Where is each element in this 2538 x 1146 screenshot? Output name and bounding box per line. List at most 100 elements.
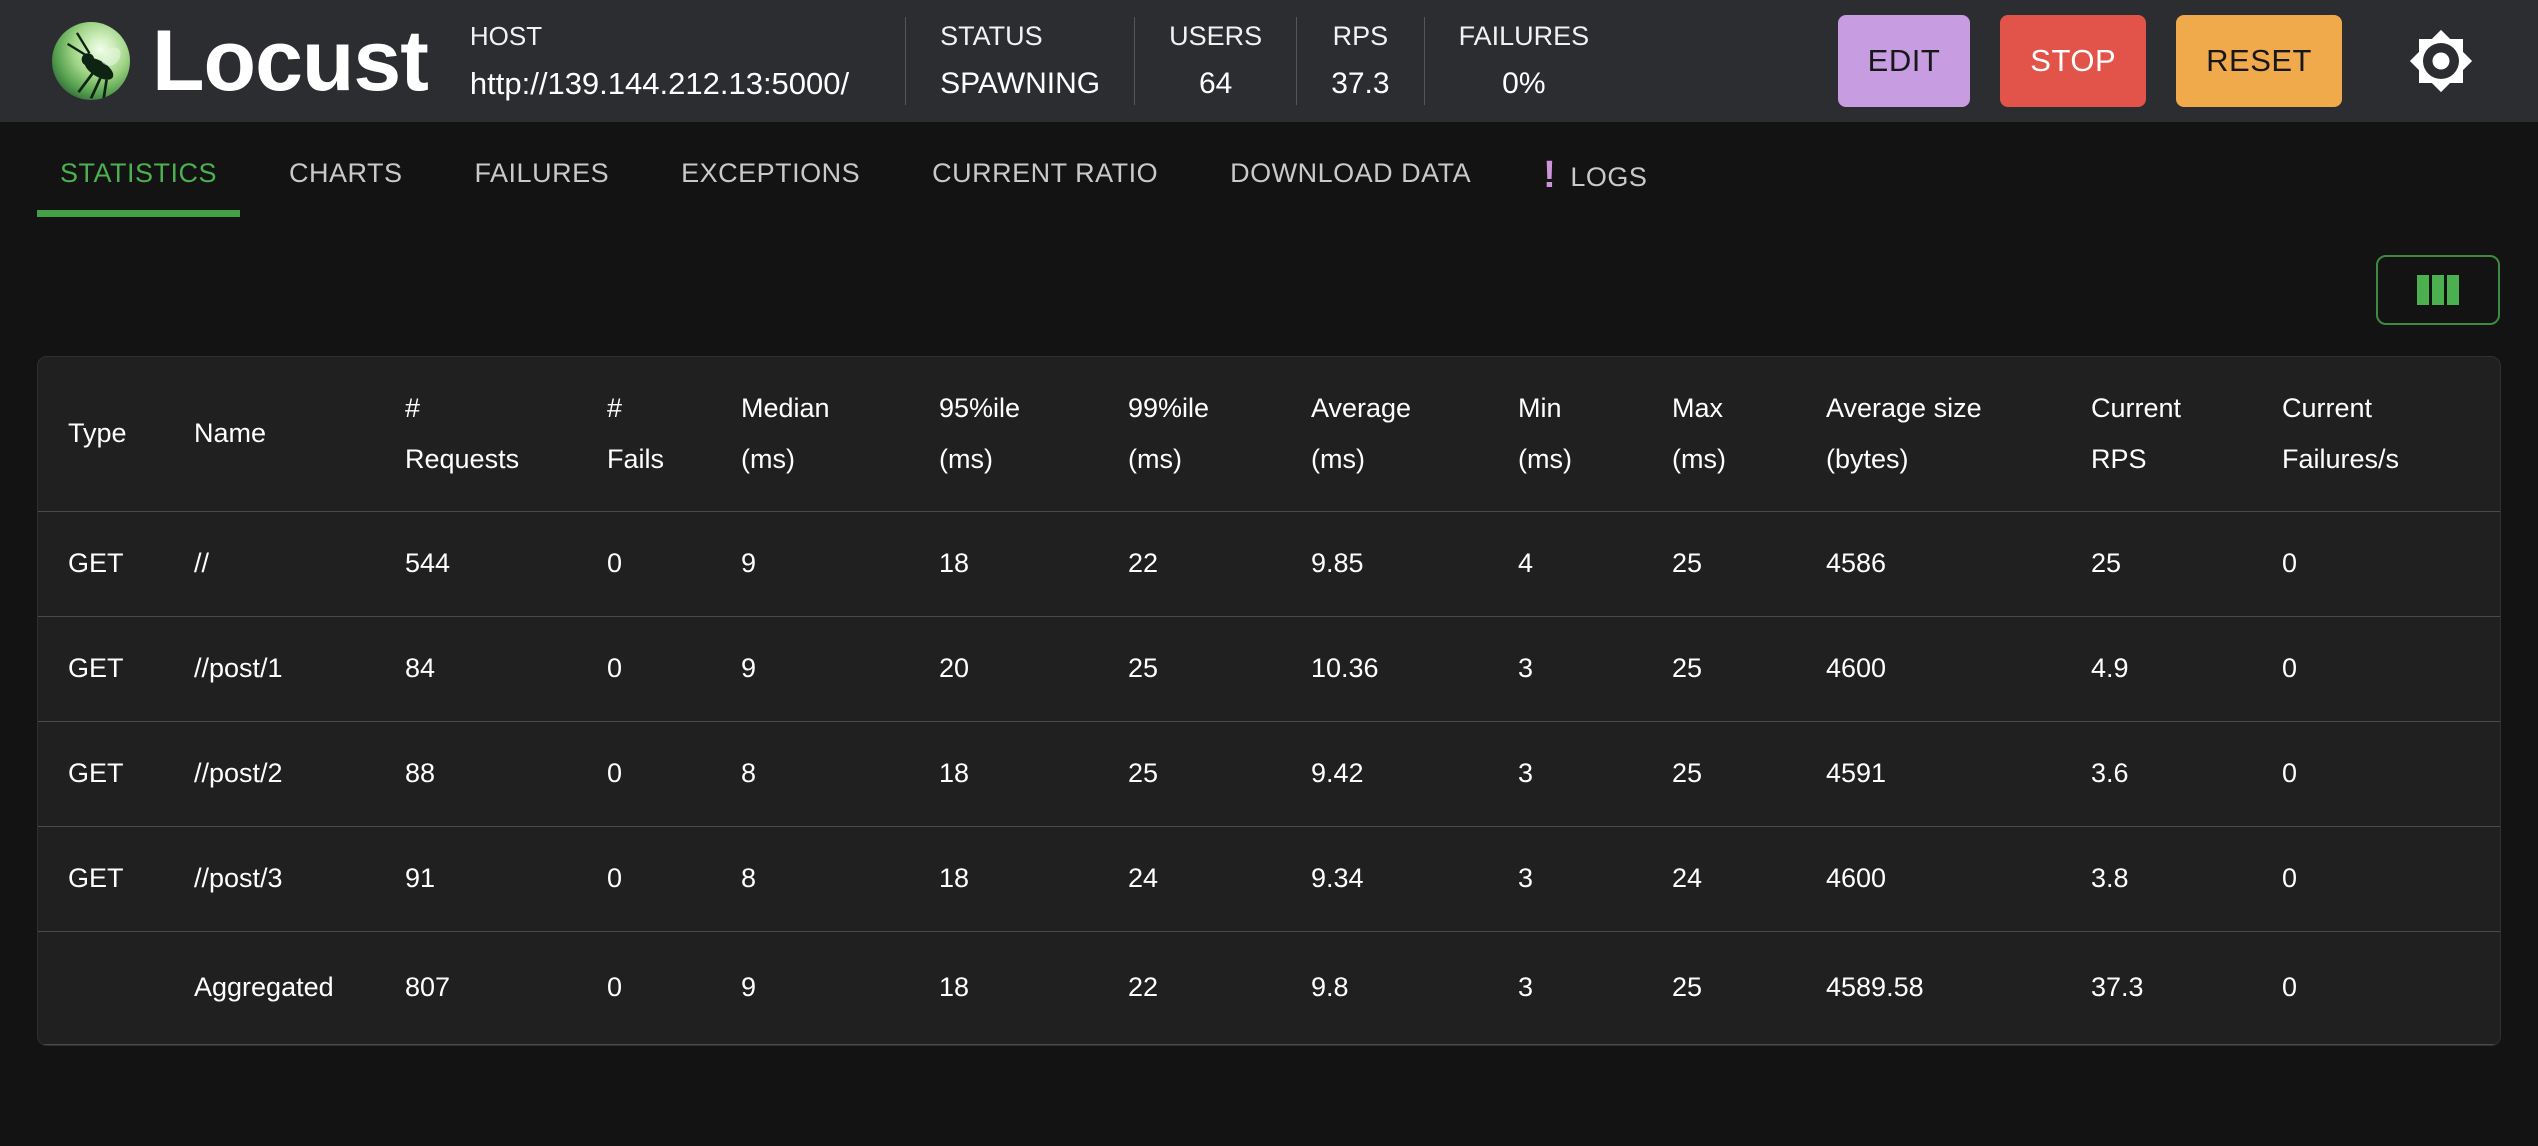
reset-button[interactable]: RESET	[2176, 15, 2342, 107]
table-cell: 9.8	[1311, 931, 1518, 1045]
app-title: Locust	[152, 13, 429, 109]
table-cell: 9.42	[1311, 721, 1518, 827]
tab-label: CURRENT RATIO	[932, 158, 1159, 188]
locust-insect-icon	[66, 32, 121, 100]
table-cell: //post/3	[194, 826, 405, 932]
table-cell: Aggregated	[194, 931, 405, 1045]
column-header-99-ile-ms[interactable]: 99%ile (ms)	[1128, 357, 1311, 512]
stat-value: 37.3	[1331, 67, 1390, 100]
table-cell: 3	[1518, 721, 1672, 827]
column-header-text: Average (ms)	[1311, 392, 1412, 474]
stat-value: SPAWNING	[940, 67, 1101, 100]
tab-label: LOGS	[1570, 161, 1648, 192]
app-header: Locust HOST http://139.144.212.13:5000/ …	[0, 0, 2538, 122]
host-info: HOST http://139.144.212.13:5000/	[470, 21, 849, 102]
table-cell: 807	[405, 931, 607, 1045]
tab-label: DOWNLOAD DATA	[1230, 158, 1472, 188]
table-cell: 24	[1128, 826, 1311, 932]
column-selector-button[interactable]	[2376, 255, 2500, 325]
tab-logs[interactable]: ! LOGS	[1520, 152, 1670, 224]
table-cell: 0	[607, 931, 741, 1045]
column-header-requests[interactable]: # Requests	[405, 357, 607, 512]
table-toolbar	[0, 224, 2538, 356]
column-header-current-failures-s[interactable]: Current Failures/s	[2282, 357, 2500, 512]
column-header-name[interactable]: Name	[194, 357, 405, 512]
columns-icon	[2417, 275, 2459, 305]
table-cell: 91	[405, 826, 607, 932]
table-cell: 4586	[1826, 511, 2091, 617]
column-header-text: 99%ile (ms)	[1128, 392, 1210, 474]
table-cell: 25	[1672, 721, 1826, 827]
column-header-current-rps[interactable]: Current RPS	[2091, 357, 2282, 512]
column-header-text: Name	[194, 418, 267, 449]
table-cell: 18	[939, 721, 1128, 827]
table-row: GET//post/2 88 0 8 18 25 9.42 3 25 4591 3.6 0	[38, 721, 2500, 827]
table-row: GET//544 0 9 18 22 9.85 4 25 4586 25 0	[38, 511, 2500, 617]
table-cell: 3	[1518, 616, 1672, 722]
tab-charts[interactable]: CHARTS	[266, 152, 426, 217]
table-cell: 9	[741, 511, 939, 617]
column-header-text: Current RPS	[2091, 392, 2182, 474]
tab-label: CHARTS	[289, 158, 403, 188]
tab-label: EXCEPTIONS	[681, 158, 861, 188]
table-cell: 4	[1518, 511, 1672, 617]
table-cell: 0	[2282, 616, 2500, 722]
column-header-median-ms[interactable]: Median (ms)	[741, 357, 939, 512]
table-cell: 544	[405, 511, 607, 617]
table-cell: GET	[38, 511, 194, 617]
stat-label: FAILURES	[1458, 21, 1590, 51]
tab-failures[interactable]: FAILURES	[452, 152, 633, 217]
stat-label: USERS	[1169, 21, 1263, 51]
column-header-min-ms[interactable]: Min (ms)	[1518, 357, 1672, 512]
tab-exceptions[interactable]: EXCEPTIONS	[658, 152, 883, 217]
gear-icon	[2404, 24, 2478, 98]
table-cell: 0	[607, 511, 741, 617]
column-header-fails[interactable]: # Fails	[607, 357, 741, 512]
table-cell: //post/1	[194, 616, 405, 722]
table-cell: 25	[1128, 616, 1311, 722]
host-label: HOST	[469, 20, 543, 51]
stat-label: RPS	[1332, 21, 1389, 51]
statistics-table: Type Name # Requests # Fails Median (ms) 95%ile(…	[38, 357, 2500, 1045]
stat-value: 0%	[1502, 67, 1546, 100]
column-header-average-ms[interactable]: Average (ms)	[1311, 357, 1518, 512]
table-cell: 4591	[1826, 721, 2091, 827]
tab-current-ratio[interactable]: CURRENT RATIO	[909, 152, 1181, 217]
stop-button[interactable]: STOP	[2000, 15, 2147, 107]
table-cell: 9	[741, 931, 939, 1045]
column-header-95-ile-ms[interactable]: 95%ile (ms)	[939, 357, 1128, 512]
table-cell: 0	[2282, 511, 2500, 617]
table-cell: 4589.58	[1826, 931, 2091, 1045]
table-cell: 88	[405, 721, 607, 827]
table-cell: 9	[741, 616, 939, 722]
tab-bar: STATISTICS CHARTS FAILURES EXCEPTIONS CURREN…	[0, 122, 2538, 224]
active-tab-underline	[37, 210, 241, 217]
tab-download-data[interactable]: DOWNLOAD DATA	[1207, 152, 1494, 217]
column-header-text: Average size (bytes)	[1826, 392, 1982, 474]
header-stats: STATUS SPAWNING USERS 64 RPS 37.3 FAILURES 0%	[905, 15, 1623, 107]
column-header-average-size-bytes[interactable]: Average size (bytes)	[1826, 357, 2091, 512]
table-cell: //	[194, 511, 405, 617]
column-header-text: # Fails	[607, 392, 665, 474]
column-header-max-ms[interactable]: Max (ms)	[1672, 357, 1826, 512]
column-header-type[interactable]: Type	[38, 357, 194, 512]
stat-rps: RPS 37.3	[1296, 17, 1423, 105]
table-cell: 9.85	[1311, 511, 1518, 617]
table-cell: 0	[607, 826, 741, 932]
locust-logo[interactable]	[52, 22, 130, 100]
table-cell: 3.8	[2091, 826, 2282, 932]
table-cell	[38, 931, 194, 1045]
table-cell: //post/2	[194, 721, 405, 827]
table-cell: 25	[2091, 511, 2282, 617]
table-cell: GET	[38, 721, 194, 827]
table-cell: 4.9	[2091, 616, 2282, 722]
table-cell: 25	[1672, 511, 1826, 617]
edit-button[interactable]: EDIT	[1837, 15, 1971, 107]
column-header-text: 95%ile (ms)	[939, 392, 1021, 474]
table-cell: 22	[1128, 931, 1311, 1045]
column-header-text: Max (ms)	[1672, 392, 1726, 474]
settings-button[interactable]	[2404, 24, 2478, 98]
stat-value: 64	[1198, 67, 1233, 100]
tab-statistics[interactable]: STATISTICS	[37, 152, 241, 217]
table-cell: 0	[2282, 721, 2500, 827]
